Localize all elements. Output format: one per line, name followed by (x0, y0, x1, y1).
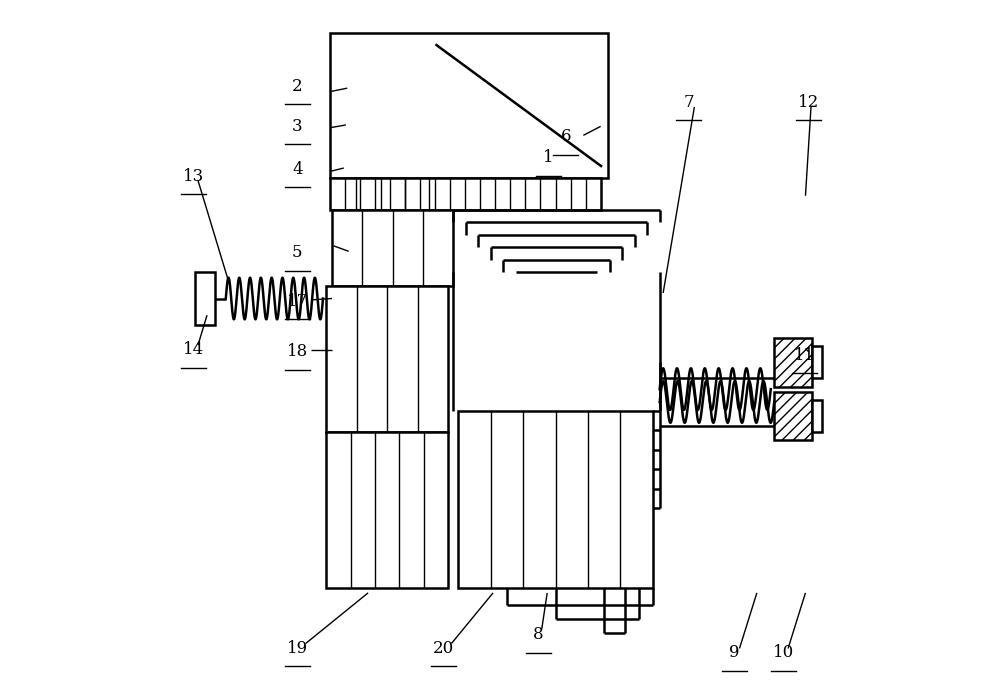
Bar (812, 400, 822, 432)
Text: 14: 14 (183, 342, 204, 358)
Bar (326, 432, 448, 588)
Bar (195, 272, 215, 325)
Bar (330, 178, 601, 210)
Text: 10: 10 (773, 644, 794, 661)
Bar (332, 210, 453, 286)
Text: 11: 11 (793, 347, 815, 364)
Text: 12: 12 (798, 93, 820, 111)
Bar (812, 346, 822, 378)
Text: 7: 7 (684, 93, 694, 111)
Text: 13: 13 (183, 168, 204, 185)
Text: 18: 18 (287, 344, 308, 360)
Text: 6: 6 (561, 128, 571, 145)
Bar (774, 338, 812, 387)
Bar (774, 392, 812, 440)
Text: 20: 20 (432, 640, 454, 657)
Text: 17: 17 (287, 293, 308, 309)
Text: 3: 3 (292, 118, 303, 135)
Text: 19: 19 (287, 640, 308, 657)
Text: 9: 9 (729, 644, 740, 661)
Text: 8: 8 (533, 626, 543, 643)
Text: 5: 5 (292, 244, 303, 261)
Bar (458, 411, 653, 588)
Text: 2: 2 (292, 77, 303, 95)
Bar (330, 33, 608, 178)
Text: 1: 1 (543, 149, 554, 166)
Text: 4: 4 (292, 161, 303, 178)
Bar (326, 286, 448, 432)
